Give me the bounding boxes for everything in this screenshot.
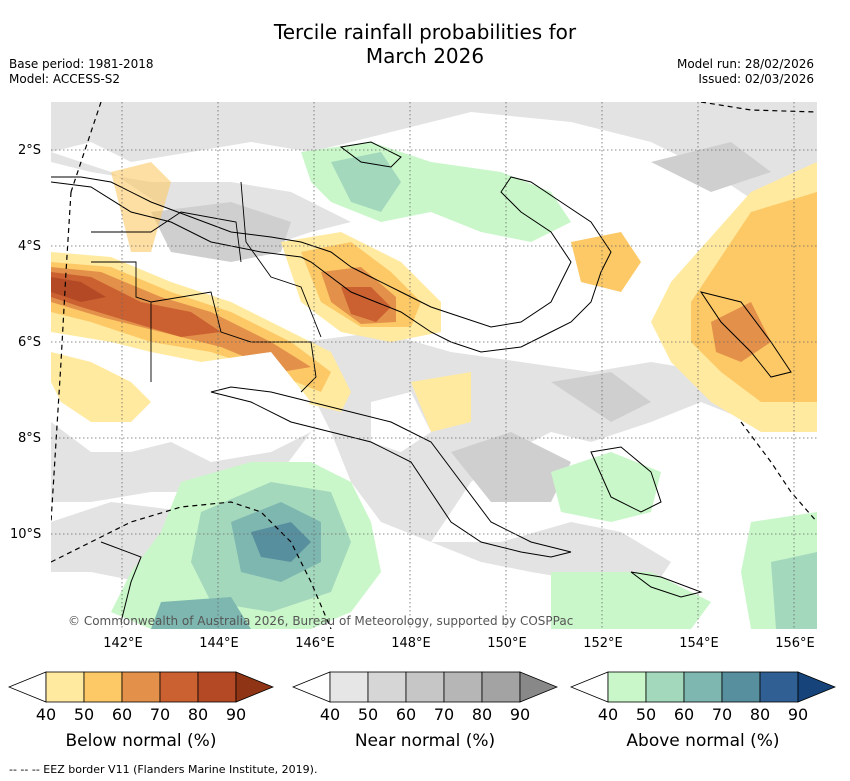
cbar-below-seg-6 [235, 671, 275, 703]
cbar-near-seg-4 [443, 671, 483, 703]
lon-label-144e: 144°E [199, 636, 239, 651]
cbar-above-seg-0 [569, 671, 609, 703]
cbar-below-seg-2 [83, 671, 123, 703]
colorbar-near-svg [291, 671, 559, 703]
near-tick-90: 90 [509, 705, 531, 724]
below-normal-title: Below normal (%) [65, 731, 217, 751]
cbar-above-seg-5 [759, 671, 799, 703]
above-tick-60: 60 [673, 705, 695, 724]
lat-label-6s: 6°S [18, 335, 42, 350]
near-tick-40: 40 [319, 705, 341, 724]
above-tick-90: 90 [787, 705, 809, 724]
above-normal-title: Above normal (%) [626, 731, 780, 751]
cbar-near-seg-1 [329, 671, 369, 703]
cbar-near-seg-3 [405, 671, 445, 703]
above-tick-80: 80 [749, 705, 771, 724]
lon-label-150e: 150°E [487, 636, 527, 651]
lon-label-146e: 146°E [295, 636, 335, 651]
lat-label-10s: 10°S [10, 527, 42, 542]
lon-label-148e: 148°E [391, 636, 431, 651]
white-gaps [201, 352, 431, 452]
model-name: Model: ACCESS-S2 [9, 72, 121, 86]
cbar-above-seg-2 [645, 671, 685, 703]
below-tick-70: 70 [149, 705, 171, 724]
cbar-near-seg-0 [291, 671, 331, 703]
near-tick-70: 70 [433, 705, 455, 724]
lon-label-156e: 156°E [775, 636, 815, 651]
cbar-above-seg-3 [683, 671, 723, 703]
below-tick-90: 90 [225, 705, 247, 724]
above-tick-70: 70 [711, 705, 733, 724]
cbar-above-seg-4 [721, 671, 761, 703]
colorbar-above-svg [569, 671, 837, 703]
cbar-below-seg-3 [121, 671, 161, 703]
lat-label-8s: 8°S [18, 431, 42, 446]
near-normal-darker [151, 142, 771, 502]
copyright-notice: © Commonwealth of Australia 2026, Bureau… [68, 614, 574, 628]
lat-label-2s: 2°S [18, 143, 42, 158]
cbar-above-seg-1 [607, 671, 647, 703]
below-tick-40: 40 [35, 705, 57, 724]
cbar-below-seg-5 [197, 671, 237, 703]
eez-footnote: -- -- -- EEZ border V11 (Flanders Marine… [9, 763, 318, 776]
map-title: Tercile rainfall probabilities for March… [0, 20, 850, 68]
base-period: Base period: 1981-2018 [9, 57, 154, 71]
lon-label-142e: 142°E [103, 636, 143, 651]
above-tick-40: 40 [597, 705, 619, 724]
colorbar-near-normal [291, 671, 559, 707]
model-run: Model run: 28/02/2026 [676, 57, 814, 71]
title-line-2: March 2026 [365, 44, 485, 68]
meta-left: Base period: 1981-2018 Model: ACCESS-S2 [9, 57, 154, 87]
cbar-above-seg-6 [797, 671, 837, 703]
colorbar-below-normal [7, 671, 275, 707]
title-line-1: Tercile rainfall probabilities for [273, 20, 577, 44]
cbar-near-seg-2 [367, 671, 407, 703]
colorbar-above-normal [569, 671, 837, 707]
cbar-near-seg-6 [519, 671, 559, 703]
near-normal-title: Near normal (%) [354, 731, 496, 751]
above-normal-regions [111, 142, 817, 629]
map-svg [50, 101, 818, 630]
lon-label-152e: 152°E [583, 636, 623, 651]
colorbar-below-svg [7, 671, 275, 703]
coastlines [50, 141, 792, 623]
issued-date: Issued: 02/03/2026 [698, 72, 814, 86]
near-tick-50: 50 [357, 705, 379, 724]
above-tick-50: 50 [635, 705, 657, 724]
eez-borders [50, 101, 818, 630]
near-tick-60: 60 [395, 705, 417, 724]
lon-label-154e: 154°E [679, 636, 719, 651]
meta-right: Model run: 28/02/2026 Issued: 02/03/2026 [677, 57, 814, 87]
lat-label-4s: 4°S [18, 239, 42, 254]
below-tick-60: 60 [111, 705, 133, 724]
below-tick-80: 80 [187, 705, 209, 724]
cbar-below-seg-1 [45, 671, 85, 703]
near-tick-80: 80 [471, 705, 493, 724]
map-panel [50, 101, 818, 630]
cbar-below-seg-4 [159, 671, 199, 703]
below-tick-50: 50 [73, 705, 95, 724]
cbar-near-seg-5 [481, 671, 521, 703]
cbar-below-seg-0 [7, 671, 47, 703]
